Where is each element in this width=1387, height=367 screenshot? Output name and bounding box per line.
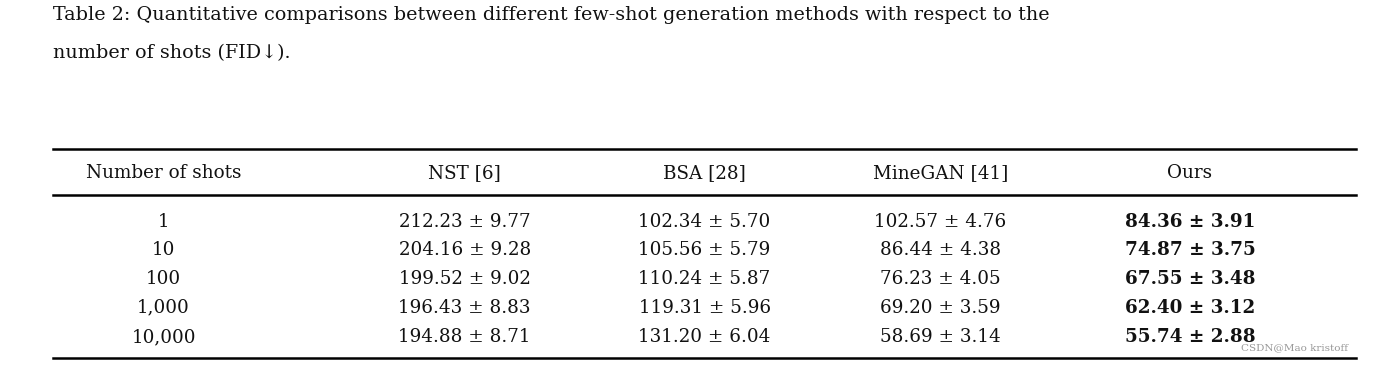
Text: BSA [28]: BSA [28] [663, 164, 746, 182]
Text: 10,000: 10,000 [132, 328, 196, 346]
Text: 105.56 ± 5.79: 105.56 ± 5.79 [638, 241, 771, 259]
Text: 212.23 ± 9.77: 212.23 ± 9.77 [399, 213, 530, 231]
Text: 196.43 ± 8.83: 196.43 ± 8.83 [398, 298, 531, 317]
Text: Ours: Ours [1168, 164, 1212, 182]
Text: CSDN@Mao kristoff: CSDN@Mao kristoff [1241, 343, 1348, 352]
Text: 102.34 ± 5.70: 102.34 ± 5.70 [638, 213, 771, 231]
Text: number of shots (FID↓).: number of shots (FID↓). [53, 44, 290, 62]
Text: 131.20 ± 6.04: 131.20 ± 6.04 [638, 328, 771, 346]
Text: 74.87 ± 3.75: 74.87 ± 3.75 [1125, 241, 1255, 259]
Text: 58.69 ± 3.14: 58.69 ± 3.14 [879, 328, 1001, 346]
Text: 194.88 ± 8.71: 194.88 ± 8.71 [398, 328, 531, 346]
Text: 86.44 ± 4.38: 86.44 ± 4.38 [879, 241, 1001, 259]
Text: 76.23 ± 4.05: 76.23 ± 4.05 [881, 270, 1000, 288]
Text: 204.16 ± 9.28: 204.16 ± 9.28 [398, 241, 531, 259]
Text: 110.24 ± 5.87: 110.24 ± 5.87 [638, 270, 771, 288]
Text: 119.31 ± 5.96: 119.31 ± 5.96 [638, 298, 771, 317]
Text: 62.40 ± 3.12: 62.40 ± 3.12 [1125, 298, 1255, 317]
Text: 55.74 ± 2.88: 55.74 ± 2.88 [1125, 328, 1255, 346]
Text: 10: 10 [153, 241, 175, 259]
Text: 199.52 ± 9.02: 199.52 ± 9.02 [398, 270, 531, 288]
Text: Table 2: Quantitative comparisons between different few-shot generation methods : Table 2: Quantitative comparisons betwee… [53, 6, 1050, 23]
Text: MineGAN [41]: MineGAN [41] [872, 164, 1008, 182]
Text: NST [6]: NST [6] [429, 164, 501, 182]
Text: 69.20 ± 3.59: 69.20 ± 3.59 [881, 298, 1000, 317]
Text: 67.55 ± 3.48: 67.55 ± 3.48 [1125, 270, 1255, 288]
Text: 1,000: 1,000 [137, 298, 190, 317]
Text: 102.57 ± 4.76: 102.57 ± 4.76 [874, 213, 1007, 231]
Text: 1: 1 [158, 213, 169, 231]
Text: 84.36 ± 3.91: 84.36 ± 3.91 [1125, 213, 1255, 231]
Text: 100: 100 [146, 270, 182, 288]
Text: Number of shots: Number of shots [86, 164, 241, 182]
